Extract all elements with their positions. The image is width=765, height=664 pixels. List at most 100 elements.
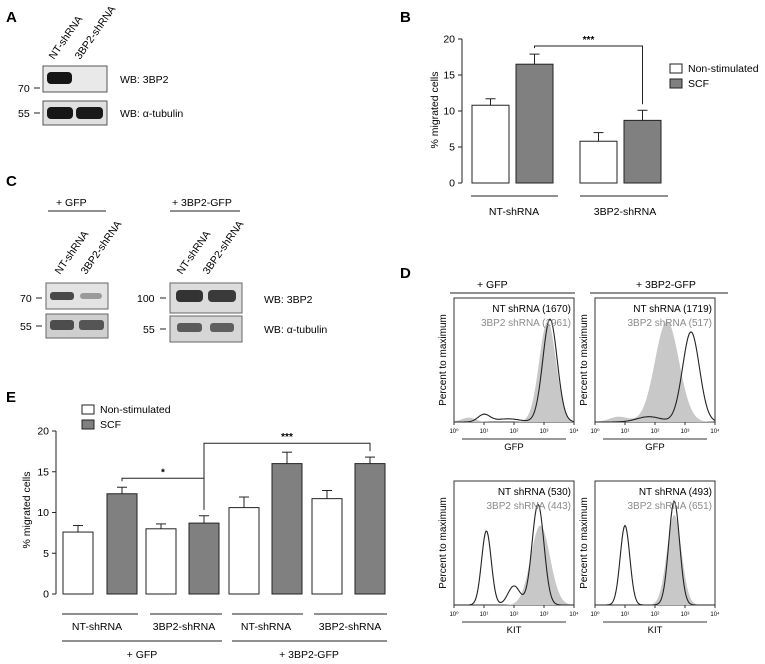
panel-a: A NT-shRNA 3BP2-shRNA 70 55 WB: 3BP2 WB:… <box>6 4 183 126</box>
legend-3bp2-shrna: 3BP2 shRNA (651) <box>628 501 713 512</box>
bar-scf <box>354 463 386 595</box>
band <box>210 323 234 332</box>
y-tick-label: 20 <box>37 426 49 438</box>
panel-c-lane-2: 3BP2-shRNA <box>79 219 125 277</box>
panel-d: D + GFP + 3BP2-GFP 10⁰ 10¹ 10² 10³ 10⁴ Percen… <box>400 265 728 636</box>
panel-e-group-3bp2gfp: + 3BP2-GFP <box>279 649 339 661</box>
panel-e-legend-1: Non-stimulated <box>100 404 171 416</box>
legend-3bp2-shrna: 3BP2 shRNA (1961) <box>481 318 571 329</box>
y-tick-label: 10 <box>37 507 49 519</box>
legend-swatch-scf <box>669 78 683 89</box>
x-tick-label: 10² <box>510 429 519 435</box>
band-tubulin-kd <box>76 107 103 119</box>
y-tick-label: 0 <box>449 178 455 190</box>
x-tick-label: 10² <box>510 612 519 618</box>
bar-scf <box>188 522 220 595</box>
panel-c-marker-55: 55 <box>20 321 32 333</box>
bar-non-stimulated <box>579 140 618 184</box>
panel-c-blot-label-1: WB: 3BP2 <box>264 294 313 306</box>
panel-e-ylabel: % migrated cells <box>21 471 33 548</box>
bar-non-stimulated <box>228 507 260 595</box>
panel-b-legend-2: SCF <box>688 78 709 90</box>
panel-e-label: E <box>6 389 16 406</box>
bar-scf <box>515 63 554 184</box>
legend-swatch-non-stimulated <box>81 404 95 415</box>
flow-histograms: 10⁰ 10¹ 10² 10³ 10⁴ Percent to maximum GFP NT s… <box>438 297 720 636</box>
y-tick-label: 20 <box>443 34 455 46</box>
bar-scf <box>623 119 662 184</box>
x-tick-label: 10¹ <box>480 429 489 435</box>
legend-swatch-scf <box>81 419 95 430</box>
significance-e2-label: *** <box>281 432 293 443</box>
panel-b-plot: 0 5 10 15 20 *** <box>443 34 662 190</box>
flow-plot-4: 10⁰ 10¹ 10² 10³ 10⁴ Percent to maximum KIT NT s… <box>579 480 720 636</box>
band <box>79 320 104 330</box>
band <box>177 323 202 332</box>
panel-c: C + GFP + 3BP2-GFP NT-shRNA 3BP2-shRNA N… <box>6 173 327 343</box>
panel-e-group-gfp: + GFP <box>127 649 158 661</box>
x-tick-label: 10² <box>651 429 660 435</box>
x-tick-label: 10⁴ <box>710 611 720 618</box>
significance-e2-bracket <box>203 442 371 510</box>
panel-d-group-3bp2gfp: + 3BP2-GFP <box>636 279 696 291</box>
panel-a-blot-label-2: WB: α-tubulin <box>120 108 183 120</box>
panel-b-category-2: 3BP2-shRNA <box>594 206 656 218</box>
panel-a-lane-2: 3BP2-shRNA <box>73 4 119 62</box>
y-tick-label: 15 <box>443 70 455 82</box>
panel-c-marker-100: 100 <box>137 293 155 305</box>
legend-nt-shrna: NT shRNA (530) <box>498 487 571 498</box>
x-tick-label: 10⁰ <box>449 611 459 618</box>
panel-c-lane-4: 3BP2-shRNA <box>201 219 247 277</box>
histogram-nt-shrna <box>595 500 715 606</box>
flow-plot-2: 10⁰ 10¹ 10² 10³ 10⁴ Percent to maximum GFP NT s… <box>579 297 720 453</box>
histogram-nt-shrna <box>454 503 574 606</box>
x-tick-label: 10³ <box>681 612 690 618</box>
flow-plot-1: 10⁰ 10¹ 10² 10³ 10⁴ Percent to maximum GFP NT s… <box>438 297 579 453</box>
x-tick-label: 10³ <box>681 429 690 435</box>
x-tick-label: 10² <box>651 612 660 618</box>
panel-c-marker-70: 70 <box>20 293 32 305</box>
panel-d-group-gfp: + GFP <box>477 279 508 291</box>
panel-e-legend-2: SCF <box>100 419 121 431</box>
panel-d-label: D <box>400 265 411 282</box>
histogram-nt-shrna <box>454 318 575 423</box>
legend-3bp2-shrna: 3BP2 shRNA (517) <box>628 318 713 329</box>
band-tubulin-nt <box>47 107 73 119</box>
x-tick-label: 10¹ <box>621 429 630 435</box>
x-tick-label: 10⁰ <box>590 428 600 435</box>
x-tick-label: 10⁰ <box>449 428 459 435</box>
y-tick-label: 5 <box>43 548 49 560</box>
legend-nt-shrna: NT shRNA (493) <box>639 487 712 498</box>
bar-non-stimulated <box>145 528 177 595</box>
band <box>80 293 102 299</box>
panel-a-marker-55: 55 <box>18 108 30 120</box>
histogram-nt-shrna <box>595 331 716 423</box>
flow-plot-frame <box>594 480 716 606</box>
legend-swatch-non-stimulated <box>669 63 683 74</box>
bar-non-stimulated <box>62 531 94 595</box>
y-tick-label: 0 <box>43 589 49 601</box>
panel-e-category-3: NT-shRNA <box>241 621 291 633</box>
flow-plot-3: 10⁰ 10¹ 10² 10³ 10⁴ Percent to maximum KIT NT s… <box>438 480 579 636</box>
bar-scf <box>271 463 303 595</box>
band <box>50 292 74 300</box>
panel-c-group-3bp2gfp: + 3BP2-GFP <box>172 197 232 209</box>
x-tick-label: 10⁴ <box>710 428 720 435</box>
panel-b-category-1: NT-shRNA <box>489 206 539 218</box>
panel-a-label: A <box>6 9 17 26</box>
flow-xlabel: GFP <box>504 442 524 453</box>
x-tick-label: 10⁴ <box>569 611 579 618</box>
bar-scf <box>106 493 138 595</box>
significance-e1-label: * <box>161 467 165 478</box>
panel-b-legend-1: Non-stimulated <box>688 63 759 75</box>
x-tick-label: 10³ <box>540 612 549 618</box>
legend-nt-shrna: NT shRNA (1719) <box>633 304 712 315</box>
band-nt <box>47 72 72 84</box>
flow-ylabel: Percent to maximum <box>579 497 590 589</box>
flow-ylabel: Percent to maximum <box>579 314 590 406</box>
x-tick-label: 10³ <box>540 429 549 435</box>
